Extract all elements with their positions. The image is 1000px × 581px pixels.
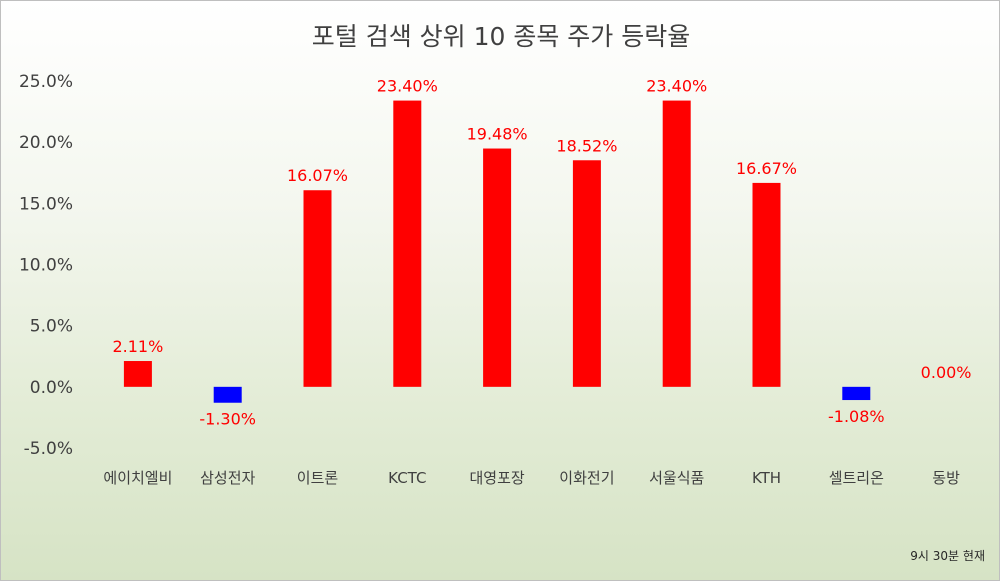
data-label: 16.07% xyxy=(287,166,348,185)
x-tick-label: 이화전기 xyxy=(559,469,614,487)
x-tick-label: KCTC xyxy=(388,469,426,487)
bar xyxy=(303,190,332,387)
chart-title: 포털 검색 상위 10 종목 주가 등락율 xyxy=(311,22,691,51)
data-label: 18.52% xyxy=(556,136,617,155)
data-label: -1.30% xyxy=(199,410,256,429)
data-label: 19.48% xyxy=(467,125,528,144)
bar xyxy=(483,148,512,387)
x-tick-label: 서울식품 xyxy=(649,469,704,487)
y-tick-label: 25.0% xyxy=(19,72,73,92)
bar xyxy=(752,182,781,387)
bar xyxy=(662,100,691,387)
x-tick-label: 동방 xyxy=(932,469,960,487)
y-tick-label: 15.0% xyxy=(19,194,73,214)
y-tick-label: 0.0% xyxy=(30,378,73,398)
y-tick-label: -5.0% xyxy=(24,439,73,459)
x-tick-label: 셀트리온 xyxy=(829,469,884,487)
data-label: 16.67% xyxy=(736,159,797,178)
data-label: 0.00% xyxy=(921,363,972,382)
data-label: 23.40% xyxy=(646,77,707,96)
data-label: 23.40% xyxy=(377,77,438,96)
y-tick-label: 10.0% xyxy=(19,256,73,276)
bar xyxy=(842,386,871,401)
data-label: -1.08% xyxy=(828,407,885,426)
y-tick-label: 5.0% xyxy=(30,317,73,337)
x-tick-label: 이트론 xyxy=(297,469,339,487)
x-tick-label: 에이치엘비 xyxy=(103,469,172,487)
bar xyxy=(213,386,242,403)
bar xyxy=(572,160,601,387)
bar xyxy=(123,361,152,387)
bar xyxy=(393,100,422,387)
footnote: 9시 30분 현재 xyxy=(910,549,985,563)
data-label: 2.11% xyxy=(112,337,163,356)
x-tick-label: 대영포장 xyxy=(469,469,524,487)
y-tick-label: 20.0% xyxy=(19,133,73,153)
x-tick-label: KTH xyxy=(752,469,781,487)
x-tick-label: 삼성전자 xyxy=(200,469,255,487)
